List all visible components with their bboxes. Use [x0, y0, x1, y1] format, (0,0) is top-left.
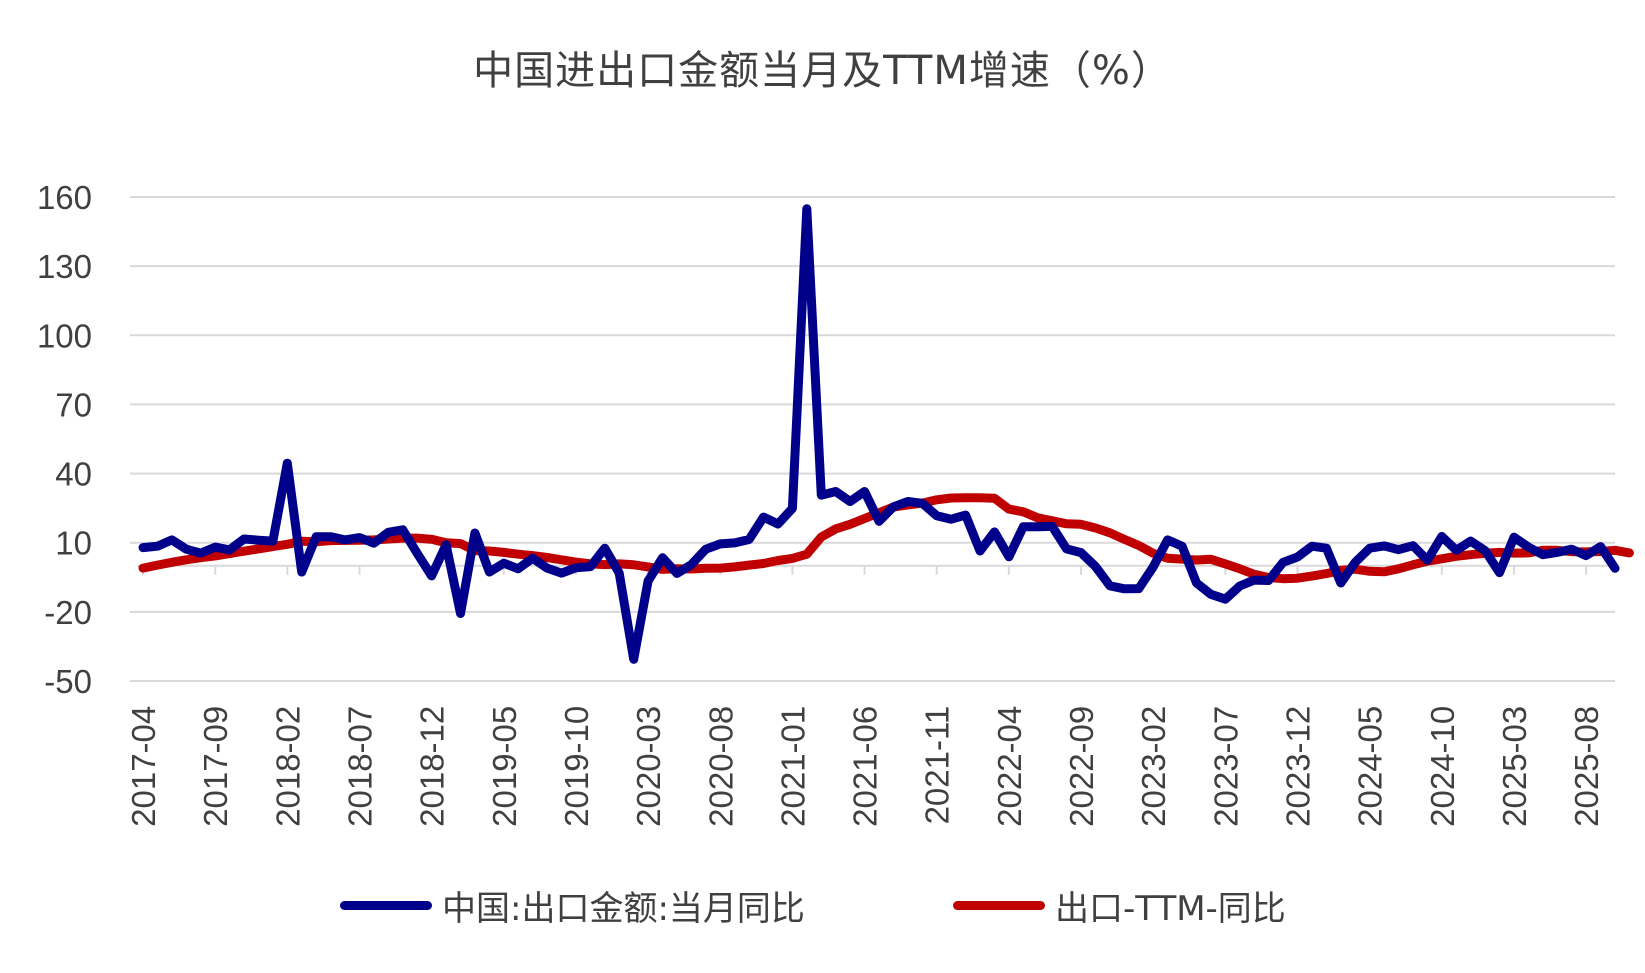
x-tick-label: 2021-06 — [847, 706, 884, 827]
legend: 中国:出口金额:当月同比 出口-TTM-同比 — [0, 880, 1645, 930]
x-tick-label: 2018-12 — [414, 706, 451, 827]
series-lines — [138, 204, 1634, 664]
y-tick-label: 10 — [55, 525, 92, 562]
x-tick-label: 2022-04 — [991, 706, 1028, 827]
x-tick-label: 2022-09 — [1063, 706, 1100, 827]
x-tick-label: 2024-05 — [1352, 706, 1389, 827]
legend-item-monthly: 中国:出口金额:当月同比 — [340, 880, 805, 930]
x-tick-label: 2021-11 — [919, 706, 956, 825]
x-tick-label: 2023-12 — [1280, 706, 1317, 827]
legend-swatch-monthly — [340, 900, 432, 910]
legend-label-ttm: 出口-TTM-同比 — [1055, 888, 1286, 929]
series-line-monthly — [138, 204, 1620, 664]
x-tick-label: 2019-05 — [486, 706, 523, 827]
y-tick-label: -50 — [44, 663, 92, 700]
x-tick-label: 2024-10 — [1424, 706, 1461, 827]
x-tick-label: 2018-02 — [269, 706, 306, 827]
chart-title: 中国进出口金额当月及TTM增速（%） — [473, 48, 1172, 94]
y-tick-label: 70 — [55, 386, 92, 423]
x-tick-label: 2020-03 — [630, 706, 667, 827]
y-axis-tick-labels: -50 -20 10 40 70 100 130 160 — [37, 179, 92, 700]
legend-swatch-ttm — [953, 900, 1045, 910]
legend-label-monthly: 中国:出口金额:当月同比 — [442, 888, 805, 929]
y-tick-label: 160 — [37, 179, 92, 216]
x-tick-label: 2018-07 — [341, 706, 378, 827]
y-tick-label: 40 — [55, 456, 92, 493]
y-tick-label: -20 — [44, 594, 92, 631]
y-tick-label: 130 — [37, 248, 92, 285]
x-tick-label: 2023-02 — [1135, 706, 1172, 827]
x-tick-label: 2025-08 — [1568, 706, 1605, 827]
x-tick-label: 2019-10 — [558, 706, 595, 827]
x-tick-label: 2021-01 — [774, 706, 811, 827]
x-axis-tick-labels: 2017-04 2017-09 2018-02 2018-07 2018-12 2019-… — [125, 706, 1605, 827]
x-tick-label: 2020-08 — [702, 706, 739, 827]
x-tick-label: 2017-04 — [125, 706, 162, 827]
legend-item-ttm: 出口-TTM-同比 — [953, 880, 1286, 930]
x-tick-label: 2025-03 — [1496, 706, 1533, 827]
x-tick-label: 2017-09 — [197, 706, 234, 827]
grid-lines — [130, 196, 1615, 682]
x-tick-label: 2023-07 — [1207, 706, 1244, 827]
y-tick-label: 100 — [37, 317, 92, 354]
